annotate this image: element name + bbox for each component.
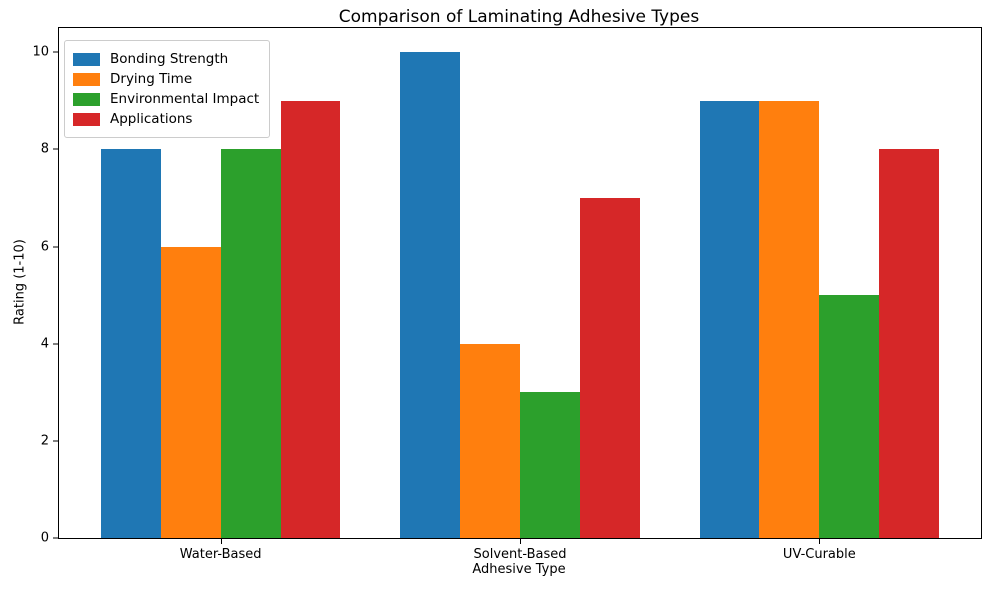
y-tick-mark-0	[53, 537, 58, 539]
bar-drying-time-solvent-based	[460, 343, 520, 538]
y-tick-label-0: 0	[40, 530, 49, 546]
bar-applications-water-based	[280, 100, 341, 538]
x-tick-label-solvent-based: Solvent-Based	[473, 547, 567, 562]
y-tick-label-6: 6	[40, 239, 49, 255]
bar-bonding-strength-uv-curable	[699, 100, 760, 538]
bar-environmental-impact-solvent-based	[520, 392, 580, 538]
legend-item-applications: Applications	[73, 111, 259, 127]
x-tick-mark-uv-curable	[819, 539, 821, 544]
legend-swatch-icon	[73, 72, 100, 86]
x-tick-mark-solvent-based	[520, 539, 521, 544]
bar-drying-time-water-based	[160, 246, 221, 538]
y-tick-mark-2	[53, 440, 58, 442]
y-tick-mark-6	[53, 246, 58, 248]
x-axis-label: Adhesive Type	[472, 562, 566, 577]
bar-drying-time-uv-curable	[759, 100, 820, 538]
y-tick-label-4: 4	[40, 336, 49, 352]
y-tick-mark-10	[53, 51, 58, 53]
bar-bonding-strength-solvent-based	[400, 52, 461, 538]
x-tick-label-uv-curable: UV-Curable	[782, 547, 856, 562]
bar-environmental-impact-water-based	[220, 149, 281, 538]
bar-bonding-strength-water-based	[100, 149, 161, 538]
legend-label: Environmental Impact	[110, 91, 260, 107]
y-tick-mark-4	[53, 343, 58, 345]
x-tick-mark-water-based	[220, 539, 222, 544]
y-axis-label: Rating (1-10)	[12, 239, 28, 325]
legend-item-bonding-strength: Bonding Strength	[73, 51, 259, 67]
bar-environmental-impact-uv-curable	[819, 295, 880, 538]
legend-swatch-icon	[73, 112, 100, 126]
chart-title: Comparison of Laminating Adhesive Types	[338, 7, 700, 27]
bar-applications-uv-curable	[879, 149, 940, 538]
y-tick-label-2: 2	[40, 433, 49, 449]
legend-label: Applications	[110, 111, 193, 127]
legend-swatch-icon	[73, 92, 100, 106]
bar-applications-solvent-based	[579, 198, 640, 538]
plot-area: 0 2 4 6 8 10 Water-Based Solvent-Based UV-Curab…	[32, 27, 982, 562]
legend: Bonding Strength Drying Time Environmental…	[64, 40, 271, 138]
y-tick-label-8: 8	[40, 141, 49, 157]
legend-swatch-icon	[73, 52, 100, 66]
legend-item-environmental-impact: Environmental Impact	[73, 91, 259, 107]
legend-item-drying-time: Drying Time	[73, 71, 259, 87]
y-tick-label-10: 10	[32, 44, 49, 60]
x-tick-label-water-based: Water-Based	[179, 547, 262, 562]
legend-label: Bonding Strength	[110, 51, 229, 67]
legend-label: Drying Time	[110, 71, 193, 87]
y-tick-mark-8	[53, 148, 58, 150]
